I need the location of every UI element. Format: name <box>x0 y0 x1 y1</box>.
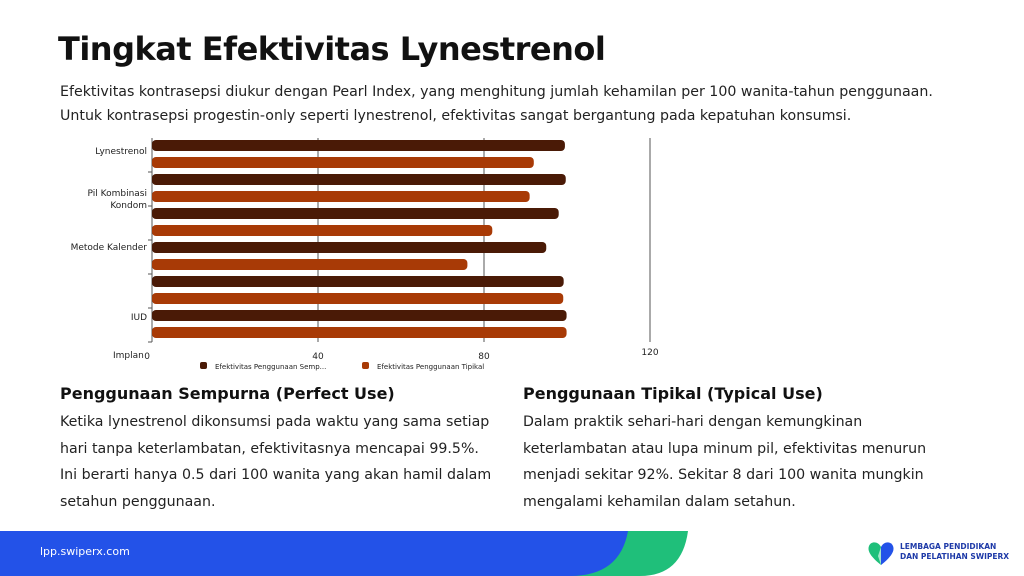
y-label-2: Metode Kalender <box>71 243 148 253</box>
y-label-0: Lynestrenol <box>95 147 147 157</box>
typical-use-heading: Penggunaan Tipikal (Typical Use) <box>523 384 823 403</box>
perfect-use-heading: Penggunaan Sempurna (Perfect Use) <box>60 384 395 403</box>
x-tick-label-0: 0 <box>144 352 150 362</box>
page-title: Tingkat Efektivitas Lynestrenol <box>58 30 606 68</box>
typical-use-body: Dalam praktik sehari-hari dengan kemungk… <box>523 414 927 510</box>
bar-4-series-0 <box>152 276 564 287</box>
bar-2-series-0 <box>152 208 559 219</box>
bar-0-series-1 <box>152 157 534 168</box>
bar-0-series-0 <box>152 140 565 151</box>
y-label-4: Implan <box>113 351 144 361</box>
swiperx-heart-icon <box>868 542 894 565</box>
bar-2-series-1 <box>152 225 493 236</box>
brand-name: LEMBAGA PENDIDIKAN DAN PELATIHAN SWIPERX <box>900 542 1009 562</box>
typical-use-section: Penggunaan Tipikal (Typical Use) Dalam p… <box>523 384 943 515</box>
bar-3-series-1 <box>152 259 468 270</box>
x-tick-label-40: 40 <box>312 352 324 362</box>
legend-label-1: Efektivitas Penggunaan Tipikal <box>377 363 484 371</box>
footer-bar: lpp.swiperx.com <box>0 531 1024 576</box>
brand-line-1: LEMBAGA PENDIDIKAN <box>900 542 997 551</box>
effectiveness-bar-chart: Lynestrenol Pil Kombinasi Kondom Metode Kal… <box>71 138 659 371</box>
legend-label-0: Efektivitas Penggunaan Semp... <box>215 363 326 371</box>
bar-3-series-0 <box>152 242 547 253</box>
intro-line-2: Untuk kontrasepsi progestin-only seperti… <box>60 108 852 124</box>
intro-line-1: Efektivitas kontrasepsi diukur dengan Pe… <box>60 84 933 100</box>
footer-blue-shape <box>0 531 628 576</box>
legend-swatch-0 <box>200 362 207 369</box>
bar-4-series-1 <box>152 293 564 304</box>
bar-1-series-1 <box>152 191 530 202</box>
y-label-1: Pil Kombinasi Kondom <box>88 189 147 211</box>
footer-url-link[interactable]: lpp.swiperx.com <box>40 545 130 558</box>
x-tick-label-120: 120 <box>641 348 658 358</box>
y-label-3: IUD <box>131 313 147 323</box>
perfect-use-body: Ketika lynestrenol dikonsumsi pada waktu… <box>60 414 492 510</box>
footer-shapes <box>0 531 688 576</box>
perfect-use-section: Penggunaan Sempurna (Perfect Use) Ketika… <box>60 384 500 515</box>
bar-5-series-0 <box>152 310 567 321</box>
brand-logo-block: LEMBAGA PENDIDIKAN DAN PELATIHAN SWIPERX <box>866 536 1016 570</box>
legend-swatch-1 <box>362 362 369 369</box>
bar-5-series-1 <box>152 327 567 338</box>
brand-line-2: DAN PELATIHAN SWIPERX <box>900 552 1010 561</box>
intro-text: Efektivitas kontrasepsi diukur dengan Pe… <box>60 80 960 128</box>
x-tick-label-80: 80 <box>478 352 490 362</box>
bar-1-series-0 <box>152 174 566 185</box>
